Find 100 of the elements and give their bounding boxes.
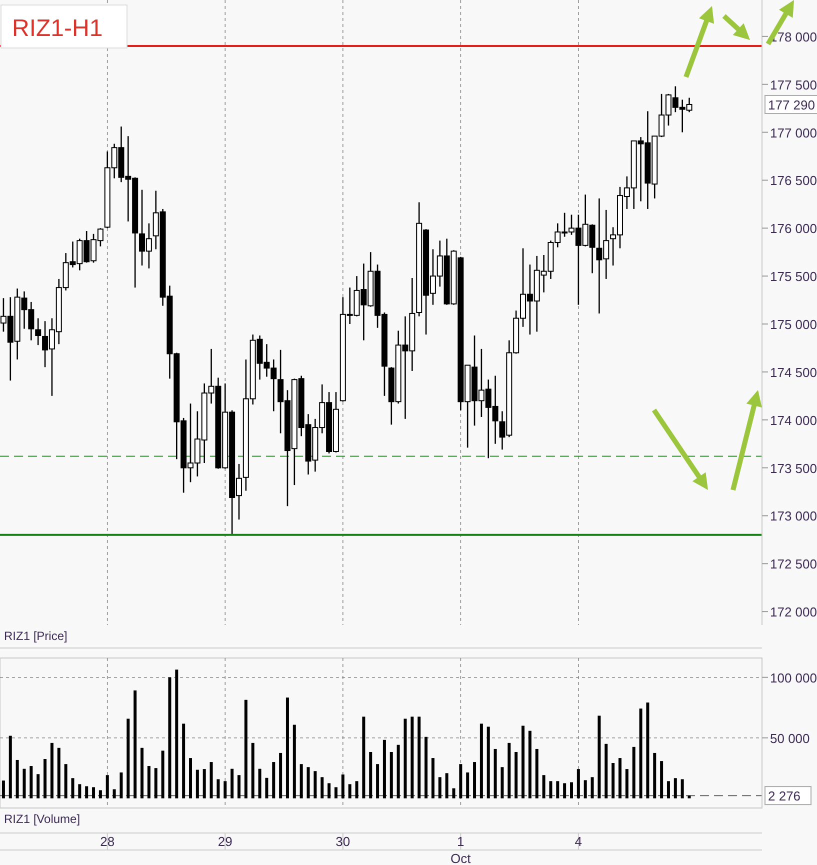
bar	[625, 769, 628, 798]
bar	[418, 716, 421, 798]
x-tick-label: 1	[457, 834, 464, 849]
text: RIZ1-H1	[12, 15, 103, 42]
bar	[612, 763, 615, 798]
bar	[50, 742, 54, 798]
bar	[362, 716, 366, 798]
text: RIZ1 [Price]	[4, 629, 68, 643]
bar	[251, 742, 254, 798]
bar	[306, 767, 310, 798]
bar	[556, 781, 560, 798]
bar	[680, 779, 684, 798]
bar	[563, 783, 566, 798]
bar	[348, 784, 352, 798]
bar	[85, 786, 88, 798]
bar	[660, 761, 664, 798]
bar	[314, 771, 317, 798]
bar	[486, 726, 490, 798]
bar	[98, 790, 102, 798]
bar	[424, 736, 428, 798]
y-tick-label: 50 000	[770, 730, 810, 746]
bar	[286, 698, 289, 798]
bar	[64, 764, 68, 798]
bar	[57, 748, 60, 798]
bar	[445, 773, 448, 798]
bar	[71, 778, 74, 798]
bar	[300, 764, 303, 798]
y-tick-label: 174 500	[770, 364, 817, 380]
bar	[237, 775, 240, 798]
bar	[154, 768, 158, 798]
bar	[639, 708, 642, 798]
bar	[2, 780, 5, 798]
bar	[590, 777, 594, 798]
bar	[328, 783, 331, 798]
bar	[542, 775, 546, 798]
y-tick-label: 177 000	[770, 125, 817, 140]
bar	[584, 780, 587, 798]
y-tick-label: 174 000	[770, 412, 817, 428]
bar	[376, 764, 380, 798]
bar	[182, 724, 186, 798]
bar	[126, 718, 130, 798]
bar	[355, 781, 358, 798]
bar	[528, 730, 532, 798]
bar	[396, 744, 400, 798]
bar	[265, 778, 268, 798]
text: 177 290	[768, 97, 815, 112]
bar	[410, 716, 414, 798]
bar	[92, 787, 96, 798]
x-tick-label: 30	[336, 834, 350, 849]
bar	[258, 768, 262, 798]
bar	[224, 781, 227, 798]
y-tick-label: 100 000	[770, 670, 817, 686]
bar	[390, 752, 393, 798]
bar	[576, 769, 580, 798]
y-tick-label: 172 500	[770, 556, 817, 572]
y-tick-label: 175 000	[770, 317, 817, 332]
bar	[202, 769, 206, 798]
bar	[230, 768, 234, 798]
bar	[438, 777, 442, 798]
bar	[653, 752, 656, 798]
bar	[334, 787, 338, 798]
bar	[688, 796, 691, 798]
bar	[598, 716, 601, 798]
bar	[508, 742, 511, 798]
bar	[494, 748, 497, 798]
bar	[666, 781, 670, 798]
bar	[78, 784, 82, 798]
bar	[369, 752, 372, 798]
bar	[272, 762, 276, 798]
bar	[549, 781, 552, 798]
bar	[216, 779, 220, 798]
bar	[120, 772, 123, 798]
bar	[514, 752, 518, 798]
ref-line-label: 2 276	[768, 788, 801, 804]
bar	[140, 748, 144, 798]
bar	[189, 758, 192, 798]
bar	[341, 774, 344, 798]
bar	[147, 766, 150, 798]
bar	[36, 774, 40, 798]
x-tick-label: 29	[218, 834, 232, 849]
bar	[466, 772, 470, 798]
bar	[16, 760, 19, 798]
bar	[8, 736, 12, 798]
bar	[292, 724, 296, 798]
text: RIZ1 [Volume]	[4, 812, 80, 826]
bar	[279, 752, 282, 798]
bar	[161, 750, 164, 798]
bar	[459, 764, 462, 798]
bar	[196, 770, 199, 798]
bar	[134, 690, 137, 798]
y-tick-label: 173 500	[770, 460, 817, 476]
y-tick-label: 176 000	[770, 221, 817, 236]
y-tick-label: 177 500	[770, 77, 817, 92]
bar	[175, 670, 178, 798]
bar	[210, 762, 213, 798]
annotation: Oct	[450, 851, 472, 865]
bar	[632, 746, 636, 798]
bar	[320, 777, 324, 798]
bar	[382, 740, 386, 798]
y-tick-label: 172 000	[770, 604, 817, 620]
